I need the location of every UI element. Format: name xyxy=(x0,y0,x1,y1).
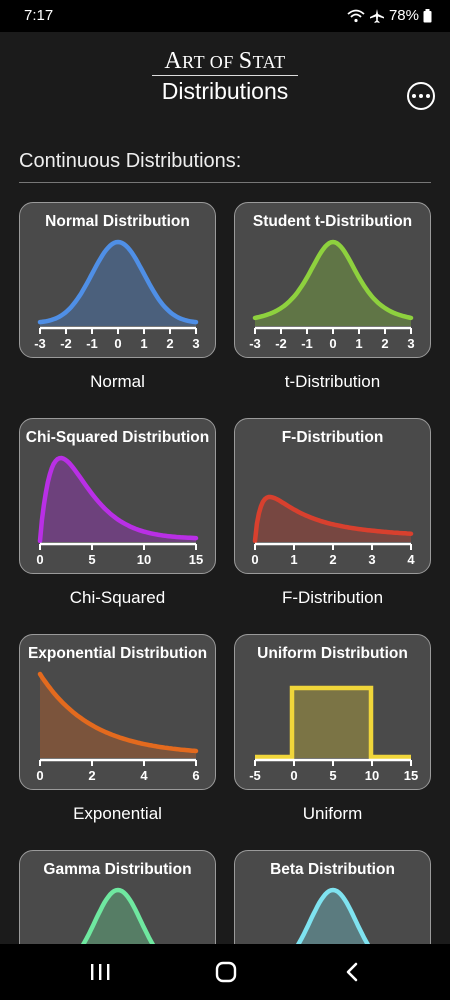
x-tick-label: 3 xyxy=(407,336,414,351)
x-tick-label: -1 xyxy=(301,336,313,351)
density-curve xyxy=(37,671,199,754)
app-title-part-2: tat xyxy=(252,52,286,72)
x-tick-label: 1 xyxy=(355,336,362,351)
density-area xyxy=(255,497,411,542)
distribution-plot: 0 5 10 15 xyxy=(36,455,203,567)
card-caption: Chi-Squared xyxy=(69,588,166,607)
more-dot-icon xyxy=(419,94,423,98)
x-tick-label: -3 xyxy=(249,336,261,351)
distribution-card-exp[interactable]: Exponential Distribution 0 2 4 6 xyxy=(19,634,216,790)
card-caption: t-Distribution xyxy=(284,372,381,391)
x-tick-label: -1 xyxy=(86,336,98,351)
status-time: 7:17 xyxy=(24,7,54,24)
density-curve xyxy=(255,685,411,760)
x-tick-label: 0 xyxy=(251,552,258,567)
x-tick-label: 2 xyxy=(88,768,95,783)
density-curve xyxy=(37,239,199,325)
card-title: Chi-Squared Distribution xyxy=(25,429,210,446)
navigation-bar xyxy=(0,944,450,1000)
x-tick-label: 5 xyxy=(88,552,95,567)
x-tick-label: 0 xyxy=(114,336,121,351)
title-divider xyxy=(152,75,298,76)
more-options-button[interactable] xyxy=(407,82,435,110)
page-title: Distributions xyxy=(161,78,289,104)
home-icon xyxy=(215,961,237,983)
density-area xyxy=(40,242,196,326)
x-tick-label: 2 xyxy=(166,336,173,351)
card-caption: Normal xyxy=(90,372,145,391)
card-title: Beta Distribution xyxy=(270,861,395,878)
x-tick-label: 2 xyxy=(329,552,336,567)
x-tick-label: 15 xyxy=(404,768,418,783)
back-icon xyxy=(346,962,358,982)
distribution-card-t[interactable]: Student t-Distribution -3 -2 -1 0 1 2 3 xyxy=(234,202,431,358)
x-tick-label: 10 xyxy=(365,768,379,783)
density-curve xyxy=(37,455,199,544)
card-caption: Uniform xyxy=(302,804,363,823)
more-dot-icon xyxy=(426,94,430,98)
more-dot-icon xyxy=(412,94,416,98)
x-tick-label: -2 xyxy=(275,336,287,351)
x-tick-label: -2 xyxy=(60,336,72,351)
home-button[interactable] xyxy=(206,958,246,986)
x-tick-label: 10 xyxy=(137,552,151,567)
card-title: F-Distribution xyxy=(281,429,384,446)
recent-apps-icon xyxy=(91,964,110,980)
battery-icon xyxy=(423,8,432,23)
x-tick-label: 0 xyxy=(36,552,43,567)
x-tick-label: 3 xyxy=(368,552,375,567)
density-area xyxy=(292,688,371,758)
card-caption: Exponential xyxy=(73,804,162,823)
card-title: Exponential Distribution xyxy=(27,645,208,662)
x-tick-label: 4 xyxy=(407,552,415,567)
app-title-initial: A xyxy=(164,48,183,74)
density-curve xyxy=(252,239,414,321)
x-tick-label: 0 xyxy=(36,768,43,783)
distribution-plot: -3 -2 -1 0 1 2 3 xyxy=(34,239,200,351)
card-title: Normal Distribution xyxy=(45,213,190,230)
x-tick-label: 1 xyxy=(140,336,147,351)
distribution-plot: -5 0 5 10 15 xyxy=(249,685,418,783)
density-area xyxy=(255,242,411,326)
x-tick-label: 15 xyxy=(189,552,203,567)
x-tick-label: 4 xyxy=(140,768,148,783)
section-title: Continuous Distributions: xyxy=(19,150,242,172)
distribution-card-normal[interactable]: Normal Distribution -3 -2 -1 0 1 2 3 xyxy=(19,202,216,358)
density-area xyxy=(40,458,196,542)
wifi-icon xyxy=(347,9,365,23)
x-tick-label: 2 xyxy=(381,336,388,351)
status-bar: 7:17 78% xyxy=(0,0,450,32)
app-title-initial-2: S xyxy=(238,48,253,74)
back-button[interactable] xyxy=(332,958,372,986)
card-caption: F-Distribution xyxy=(281,588,384,607)
x-tick-label: -3 xyxy=(34,336,46,351)
x-tick-label: 5 xyxy=(329,768,336,783)
x-tick-label: 6 xyxy=(192,768,199,783)
card-title: Uniform Distribution xyxy=(257,645,408,662)
x-tick-label: 0 xyxy=(290,768,297,783)
app-title: Art of Stat xyxy=(0,48,450,75)
x-tick-label: 1 xyxy=(290,552,297,567)
density-curve xyxy=(252,494,414,544)
battery-level: 78% xyxy=(388,7,419,24)
card-title: Gamma Distribution xyxy=(43,861,192,878)
recent-apps-button[interactable] xyxy=(80,958,120,986)
app-title-part: rt of xyxy=(182,52,239,72)
app-header: Art of Stat Distributions xyxy=(0,32,450,122)
airplane-icon xyxy=(369,8,385,24)
distribution-plot: 0 1 2 3 4 xyxy=(251,494,415,567)
x-tick-label: 0 xyxy=(329,336,336,351)
distribution-card-f[interactable]: F-Distribution 0 1 2 3 4 xyxy=(234,418,431,574)
distribution-card-chisq[interactable]: Chi-Squared Distribution 0 5 10 15 xyxy=(19,418,216,574)
x-tick-label: -5 xyxy=(249,768,261,783)
distribution-plot: 0 2 4 6 xyxy=(36,671,200,783)
distribution-card-uniform[interactable]: Uniform Distribution -5 0 5 10 15 xyxy=(234,634,431,790)
x-tick-label: 3 xyxy=(192,336,199,351)
status-icons: 78% xyxy=(347,7,432,24)
card-title: Student t-Distribution xyxy=(252,213,413,230)
distribution-plot: -3 -2 -1 0 1 2 3 xyxy=(249,239,415,351)
section-divider xyxy=(19,182,431,183)
density-area xyxy=(40,674,196,758)
